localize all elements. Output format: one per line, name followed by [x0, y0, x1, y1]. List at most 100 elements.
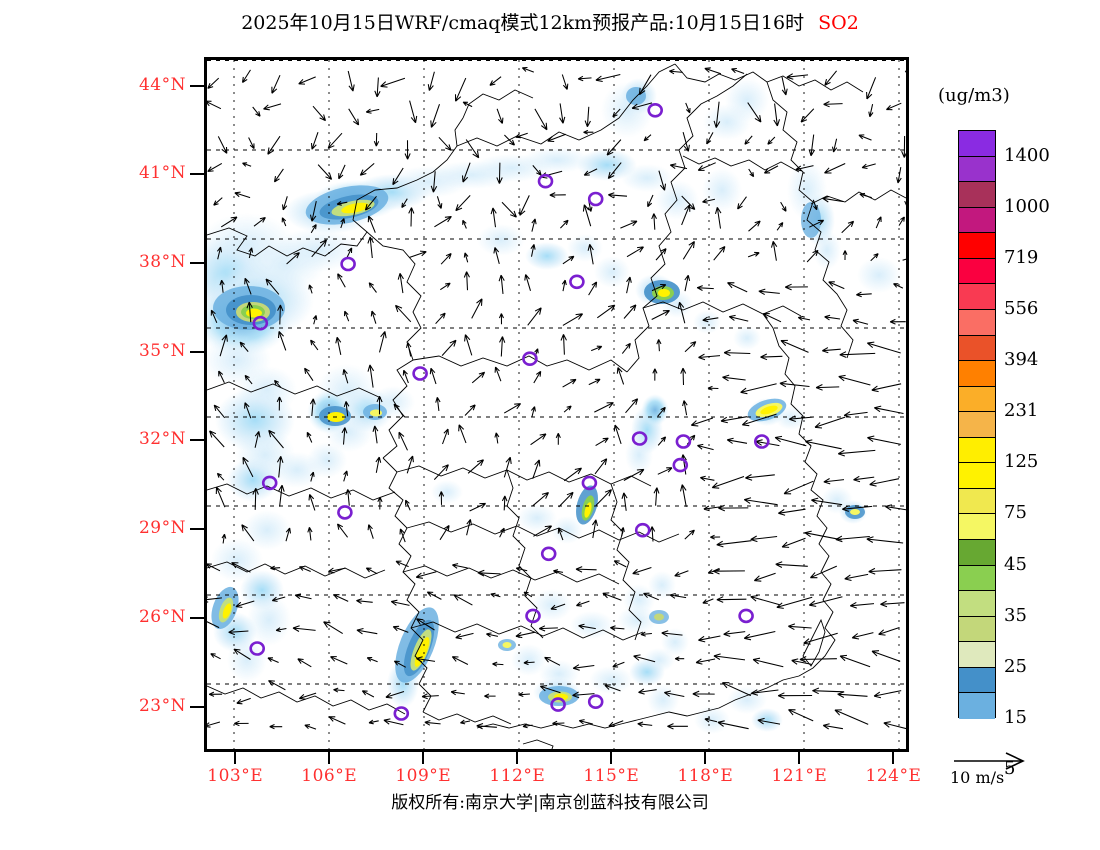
wind-arrow [744, 135, 753, 145]
colorbar-band [959, 616, 995, 643]
wind-arrow [299, 566, 311, 572]
wind-arrow [702, 198, 716, 204]
wind-arrow [824, 70, 838, 86]
wind-arrow [852, 318, 869, 325]
wind-arrow [336, 200, 348, 206]
wind-arrow [298, 692, 317, 700]
wind-arrow [267, 135, 281, 155]
wind-arrow [572, 664, 595, 671]
wind-arrow [561, 74, 569, 90]
wind-arrow [838, 374, 871, 386]
wind-arrow [429, 367, 437, 385]
wind-arrow [277, 304, 284, 325]
wind-arrow [690, 417, 714, 427]
wind-arrow [462, 101, 473, 108]
wind-arrow [265, 278, 280, 295]
wind-arrow [409, 250, 427, 258]
wind-arrow [308, 494, 316, 511]
wind-arrow [679, 484, 687, 507]
wind-arrow [748, 220, 761, 232]
city-marker [550, 697, 566, 712]
wind-arrow [722, 374, 746, 382]
wind-arrow [523, 591, 533, 598]
wind-arrow [651, 283, 667, 292]
wind-arrow [631, 102, 653, 110]
wind-arrow [866, 536, 904, 544]
wind-arrow [626, 276, 632, 294]
wind-arrow [498, 313, 504, 325]
wind-arrow [727, 282, 748, 293]
wind-arrow [740, 383, 777, 395]
wind-arrow [309, 471, 315, 482]
wind-arrow [504, 134, 515, 146]
forecast-map[interactable] [204, 57, 909, 752]
wind-arrow [723, 630, 746, 637]
wind-arrow [522, 723, 533, 729]
wind-arrow [375, 456, 382, 473]
wind-arrow [241, 524, 255, 542]
wind-arrow [763, 165, 779, 174]
wind-arrow [632, 567, 652, 575]
colorbar[interactable] [958, 130, 996, 719]
wind-arrow [822, 723, 843, 730]
city-marker [672, 457, 689, 473]
wind-arrow [438, 136, 452, 151]
wind-arrow [595, 73, 621, 83]
wind-arrow [345, 489, 352, 506]
wind-arrow [716, 540, 752, 548]
wind-arrow [561, 279, 567, 292]
wind-arrow [692, 690, 715, 698]
wind-arrow [795, 165, 814, 172]
wind-arrow [653, 487, 660, 506]
lon-tick-label: 103°E [207, 766, 264, 786]
wind-arrow [241, 69, 251, 83]
wind-arrow [843, 411, 868, 418]
wind-arrow [770, 241, 778, 261]
wind-arrow [853, 475, 875, 483]
wind-arrow [783, 480, 814, 495]
lat-tick-label: 23°N [138, 695, 186, 716]
wind-arrow [804, 530, 842, 541]
wind-arrow [398, 431, 408, 451]
wind-arrow [337, 273, 346, 288]
wind-arrow [867, 435, 902, 445]
wind-arrow [880, 600, 905, 608]
wind-arrow [788, 709, 814, 722]
wind-arrow [438, 491, 445, 505]
colorbar-band [959, 156, 995, 183]
wind-arrow [501, 201, 517, 218]
wind-arrow [657, 467, 673, 475]
colorbar-tick-label: 556 [1004, 297, 1039, 319]
wind-arrow [346, 247, 353, 259]
lon-tick [234, 752, 237, 764]
wind-arrow [831, 138, 838, 153]
wind-arrow [519, 195, 530, 216]
city-marker [522, 351, 538, 367]
city-marker [569, 274, 585, 290]
wind-arrow [823, 478, 845, 485]
wind-arrow [610, 625, 625, 631]
wind-arrow [465, 139, 480, 159]
wind-arrow [309, 200, 317, 222]
wind-arrow [805, 439, 842, 450]
wind-arrow [254, 431, 261, 448]
wind-arrow [608, 192, 628, 199]
wind-arrow [246, 301, 253, 323]
lat-tick-label: 38°N [138, 252, 186, 273]
colorbar-units: (ug/m3) [938, 85, 1010, 106]
wind-arrow [889, 318, 906, 325]
wind-arrow [608, 720, 624, 728]
wind-arrow [731, 67, 745, 74]
lat-tick-label: 44°N [138, 74, 186, 95]
wind-arrow [859, 192, 872, 199]
wind-arrow [328, 716, 346, 725]
colorbar-band [959, 540, 995, 566]
wind-arrow [218, 370, 225, 384]
wind-arrow [776, 596, 813, 609]
wind-arrow [873, 405, 904, 415]
wind-arrow [643, 592, 660, 601]
wind-arrow [623, 468, 645, 481]
wind-arrow [207, 162, 223, 173]
wind-arrow [562, 313, 584, 326]
wind-arrow [784, 283, 808, 291]
